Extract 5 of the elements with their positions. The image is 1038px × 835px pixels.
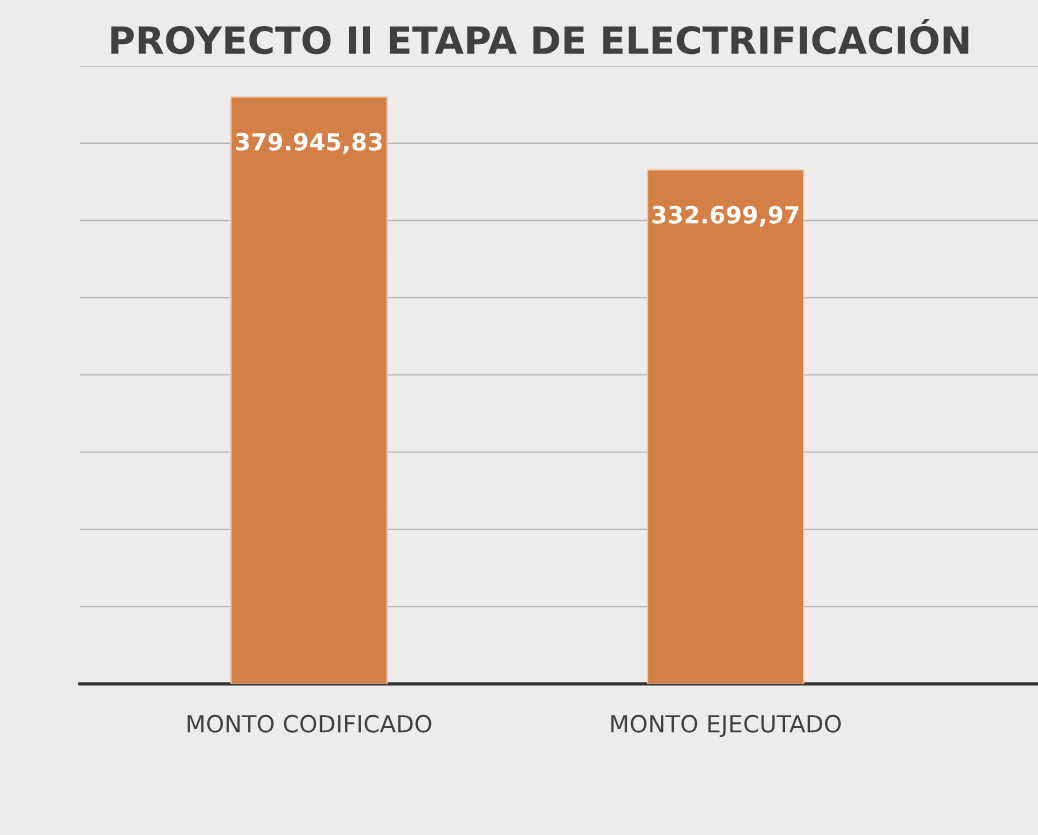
data-label: 379.945,83 xyxy=(235,132,382,154)
x-tick-label: MONTO CODIFICADO xyxy=(187,714,432,733)
chart-title: PROYECTO II ETAPA DE ELECTRIFICACIÓN xyxy=(111,19,969,55)
x-tick-label: MONTO EJECUTADO xyxy=(611,714,841,738)
data-label: 332.699,97 xyxy=(652,205,799,227)
